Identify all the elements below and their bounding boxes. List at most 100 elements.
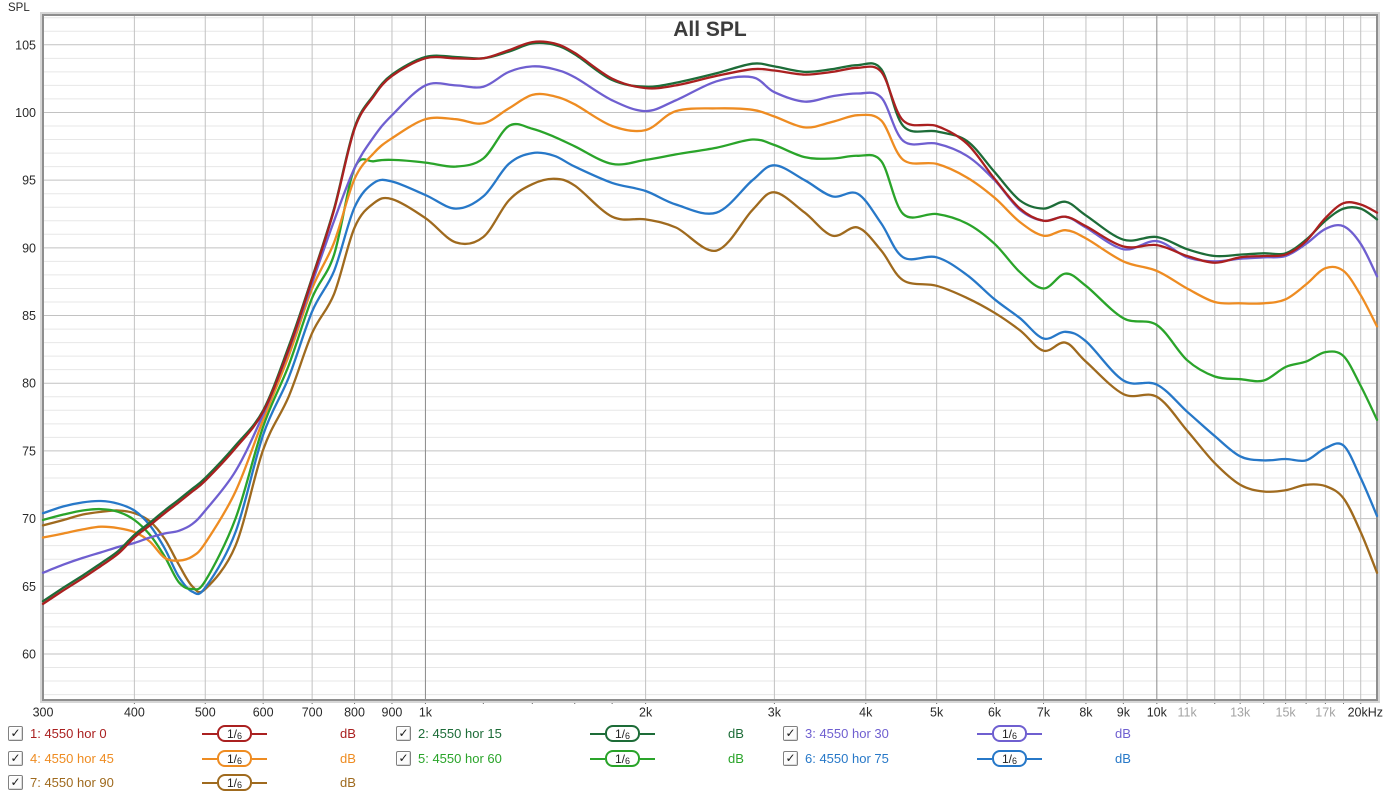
legend-label-5[interactable]: 5: 4550 hor 60 [418, 751, 502, 766]
legend-checkbox-2[interactable]: ✓ [396, 726, 411, 741]
legend-label-7[interactable]: 7: 4550 hor 90 [30, 775, 114, 790]
smoothing-stub-left [977, 757, 992, 760]
x-axis-label: 600 [253, 706, 274, 720]
smoothing-stub-right [252, 732, 268, 735]
smoothing-badge-3[interactable]: 1/6 [977, 725, 1043, 742]
x-axis-label: 13k [1230, 706, 1251, 720]
x-axis-label: 1k [419, 706, 433, 720]
smoothing-stub-left [977, 732, 992, 735]
legend-label-6[interactable]: 6: 4550 hor 75 [805, 751, 889, 766]
legend-checkbox-4[interactable]: ✓ [8, 751, 23, 766]
legend-item-5-4550-hor-60: ✓ 5: 4550 hor 60 1/6 dB [394, 750, 774, 768]
legend-item-7-4550-hor-90: ✓ 7: 4550 hor 90 1/6 dB [6, 774, 386, 792]
x-axis-label: 2k [639, 706, 653, 720]
x-axis-label: 11k [1177, 706, 1197, 720]
smoothing-stub-left [202, 781, 217, 784]
legend-unit-4: dB [340, 751, 356, 766]
smoothing-value: 1/6 [217, 774, 253, 791]
x-axis-label: 17k [1315, 706, 1336, 720]
smoothing-stub-right [252, 757, 268, 760]
y-axis-label: 95 [22, 174, 36, 188]
smoothing-stub-right [252, 781, 268, 784]
legend-checkbox-1[interactable]: ✓ [8, 726, 23, 741]
legend-item-6-4550-hor-75: ✓ 6: 4550 hor 75 1/6 dB [781, 750, 1161, 768]
y-axis-name: SPL [8, 2, 30, 14]
spl-curve-6-4550-hor-75 [41, 151, 1379, 596]
legend-unit-6: dB [1115, 751, 1131, 766]
legend-label-1[interactable]: 1: 4550 hor 0 [30, 726, 107, 741]
y-axis-label: 60 [22, 647, 36, 661]
x-axis-label: 3k [768, 706, 782, 720]
smoothing-stub-right [1027, 757, 1043, 760]
legend-checkbox-5[interactable]: ✓ [396, 751, 411, 766]
y-axis-label: 85 [22, 309, 36, 323]
spl-curve-5-4550-hor-60 [41, 122, 1379, 591]
spl-curve-1-4550-hor-0 [41, 40, 1379, 606]
smoothing-denominator: 6 [625, 730, 631, 741]
chart-title: All SPL [673, 18, 747, 41]
plot-border-outer [40, 12, 1380, 703]
legend-item-3-4550-hor-30: ✓ 3: 4550 hor 30 1/6 dB [781, 725, 1161, 743]
smoothing-numerator: 1/ [227, 775, 238, 790]
smoothing-denominator: 6 [1012, 730, 1018, 741]
legend-unit-1: dB [340, 726, 356, 741]
smoothing-badge-5[interactable]: 1/6 [590, 750, 656, 767]
y-axis-label: 90 [22, 241, 36, 255]
y-axis-label: 80 [22, 377, 36, 391]
spl-chart: 60 65 70 75 80 85 90 95 100 105 300 400 500 600 700 800… [0, 0, 1385, 722]
legend-label-2[interactable]: 2: 4550 hor 15 [418, 726, 502, 741]
legend-unit-3: dB [1115, 726, 1131, 741]
smoothing-denominator: 6 [237, 730, 243, 741]
y-axis-label: 105 [15, 38, 36, 52]
smoothing-stub-right [640, 757, 656, 760]
x-axis-label: 6k [988, 706, 1002, 720]
x-axis-label: 20kHz [1348, 706, 1383, 720]
smoothing-denominator: 6 [625, 755, 631, 766]
smoothing-denominator: 6 [237, 755, 243, 766]
legend-unit-7: dB [340, 775, 356, 790]
smoothing-numerator: 1/ [1002, 726, 1013, 741]
smoothing-numerator: 1/ [615, 751, 626, 766]
smoothing-stub-right [1027, 732, 1043, 735]
smoothing-value: 1/6 [605, 750, 641, 767]
chart-background [0, 0, 1385, 722]
smoothing-value: 1/6 [992, 750, 1028, 767]
smoothing-badge-7[interactable]: 1/6 [202, 774, 268, 791]
smoothing-numerator: 1/ [227, 726, 238, 741]
y-axis-label: 100 [15, 106, 36, 120]
smoothing-badge-4[interactable]: 1/6 [202, 750, 268, 767]
x-axis-label: 900 [382, 706, 403, 720]
smoothing-stub-left [202, 757, 217, 760]
x-axis-label: 8k [1079, 706, 1093, 720]
smoothing-value: 1/6 [605, 725, 641, 742]
smoothing-value: 1/6 [992, 725, 1028, 742]
smoothing-stub-left [590, 732, 605, 735]
legend-item-2-4550-hor-15: ✓ 2: 4550 hor 15 1/6 dB [394, 725, 774, 743]
smoothing-badge-1[interactable]: 1/6 [202, 725, 268, 742]
smoothing-badge-2[interactable]: 1/6 [590, 725, 656, 742]
x-axis-label: 7k [1037, 706, 1051, 720]
smoothing-numerator: 1/ [1002, 751, 1013, 766]
legend-label-3[interactable]: 3: 4550 hor 30 [805, 726, 889, 741]
smoothing-value: 1/6 [217, 750, 253, 767]
smoothing-stub-left [590, 757, 605, 760]
legend-checkbox-6[interactable]: ✓ [783, 751, 798, 766]
legend-checkbox-3[interactable]: ✓ [783, 726, 798, 741]
legend-item-1-4550-hor-0: ✓ 1: 4550 hor 0 1/6 dB [6, 725, 386, 743]
smoothing-value: 1/6 [217, 725, 253, 742]
legend-label-4[interactable]: 4: 4550 hor 45 [30, 751, 114, 766]
x-axis-label: 9k [1117, 706, 1131, 720]
spl-curve-2-4550-hor-15 [41, 41, 1379, 603]
legend-checkbox-7[interactable]: ✓ [8, 775, 23, 790]
smoothing-badge-6[interactable]: 1/6 [977, 750, 1043, 767]
x-axis-label: 300 [33, 706, 54, 720]
smoothing-denominator: 6 [1012, 755, 1018, 766]
x-axis-label: 700 [302, 706, 323, 720]
x-axis-label: 500 [195, 706, 216, 720]
legend-item-4-4550-hor-45: ✓ 4: 4550 hor 45 1/6 dB [6, 750, 386, 768]
smoothing-numerator: 1/ [615, 726, 626, 741]
smoothing-stub-right [640, 732, 656, 735]
smoothing-stub-left [202, 732, 217, 735]
